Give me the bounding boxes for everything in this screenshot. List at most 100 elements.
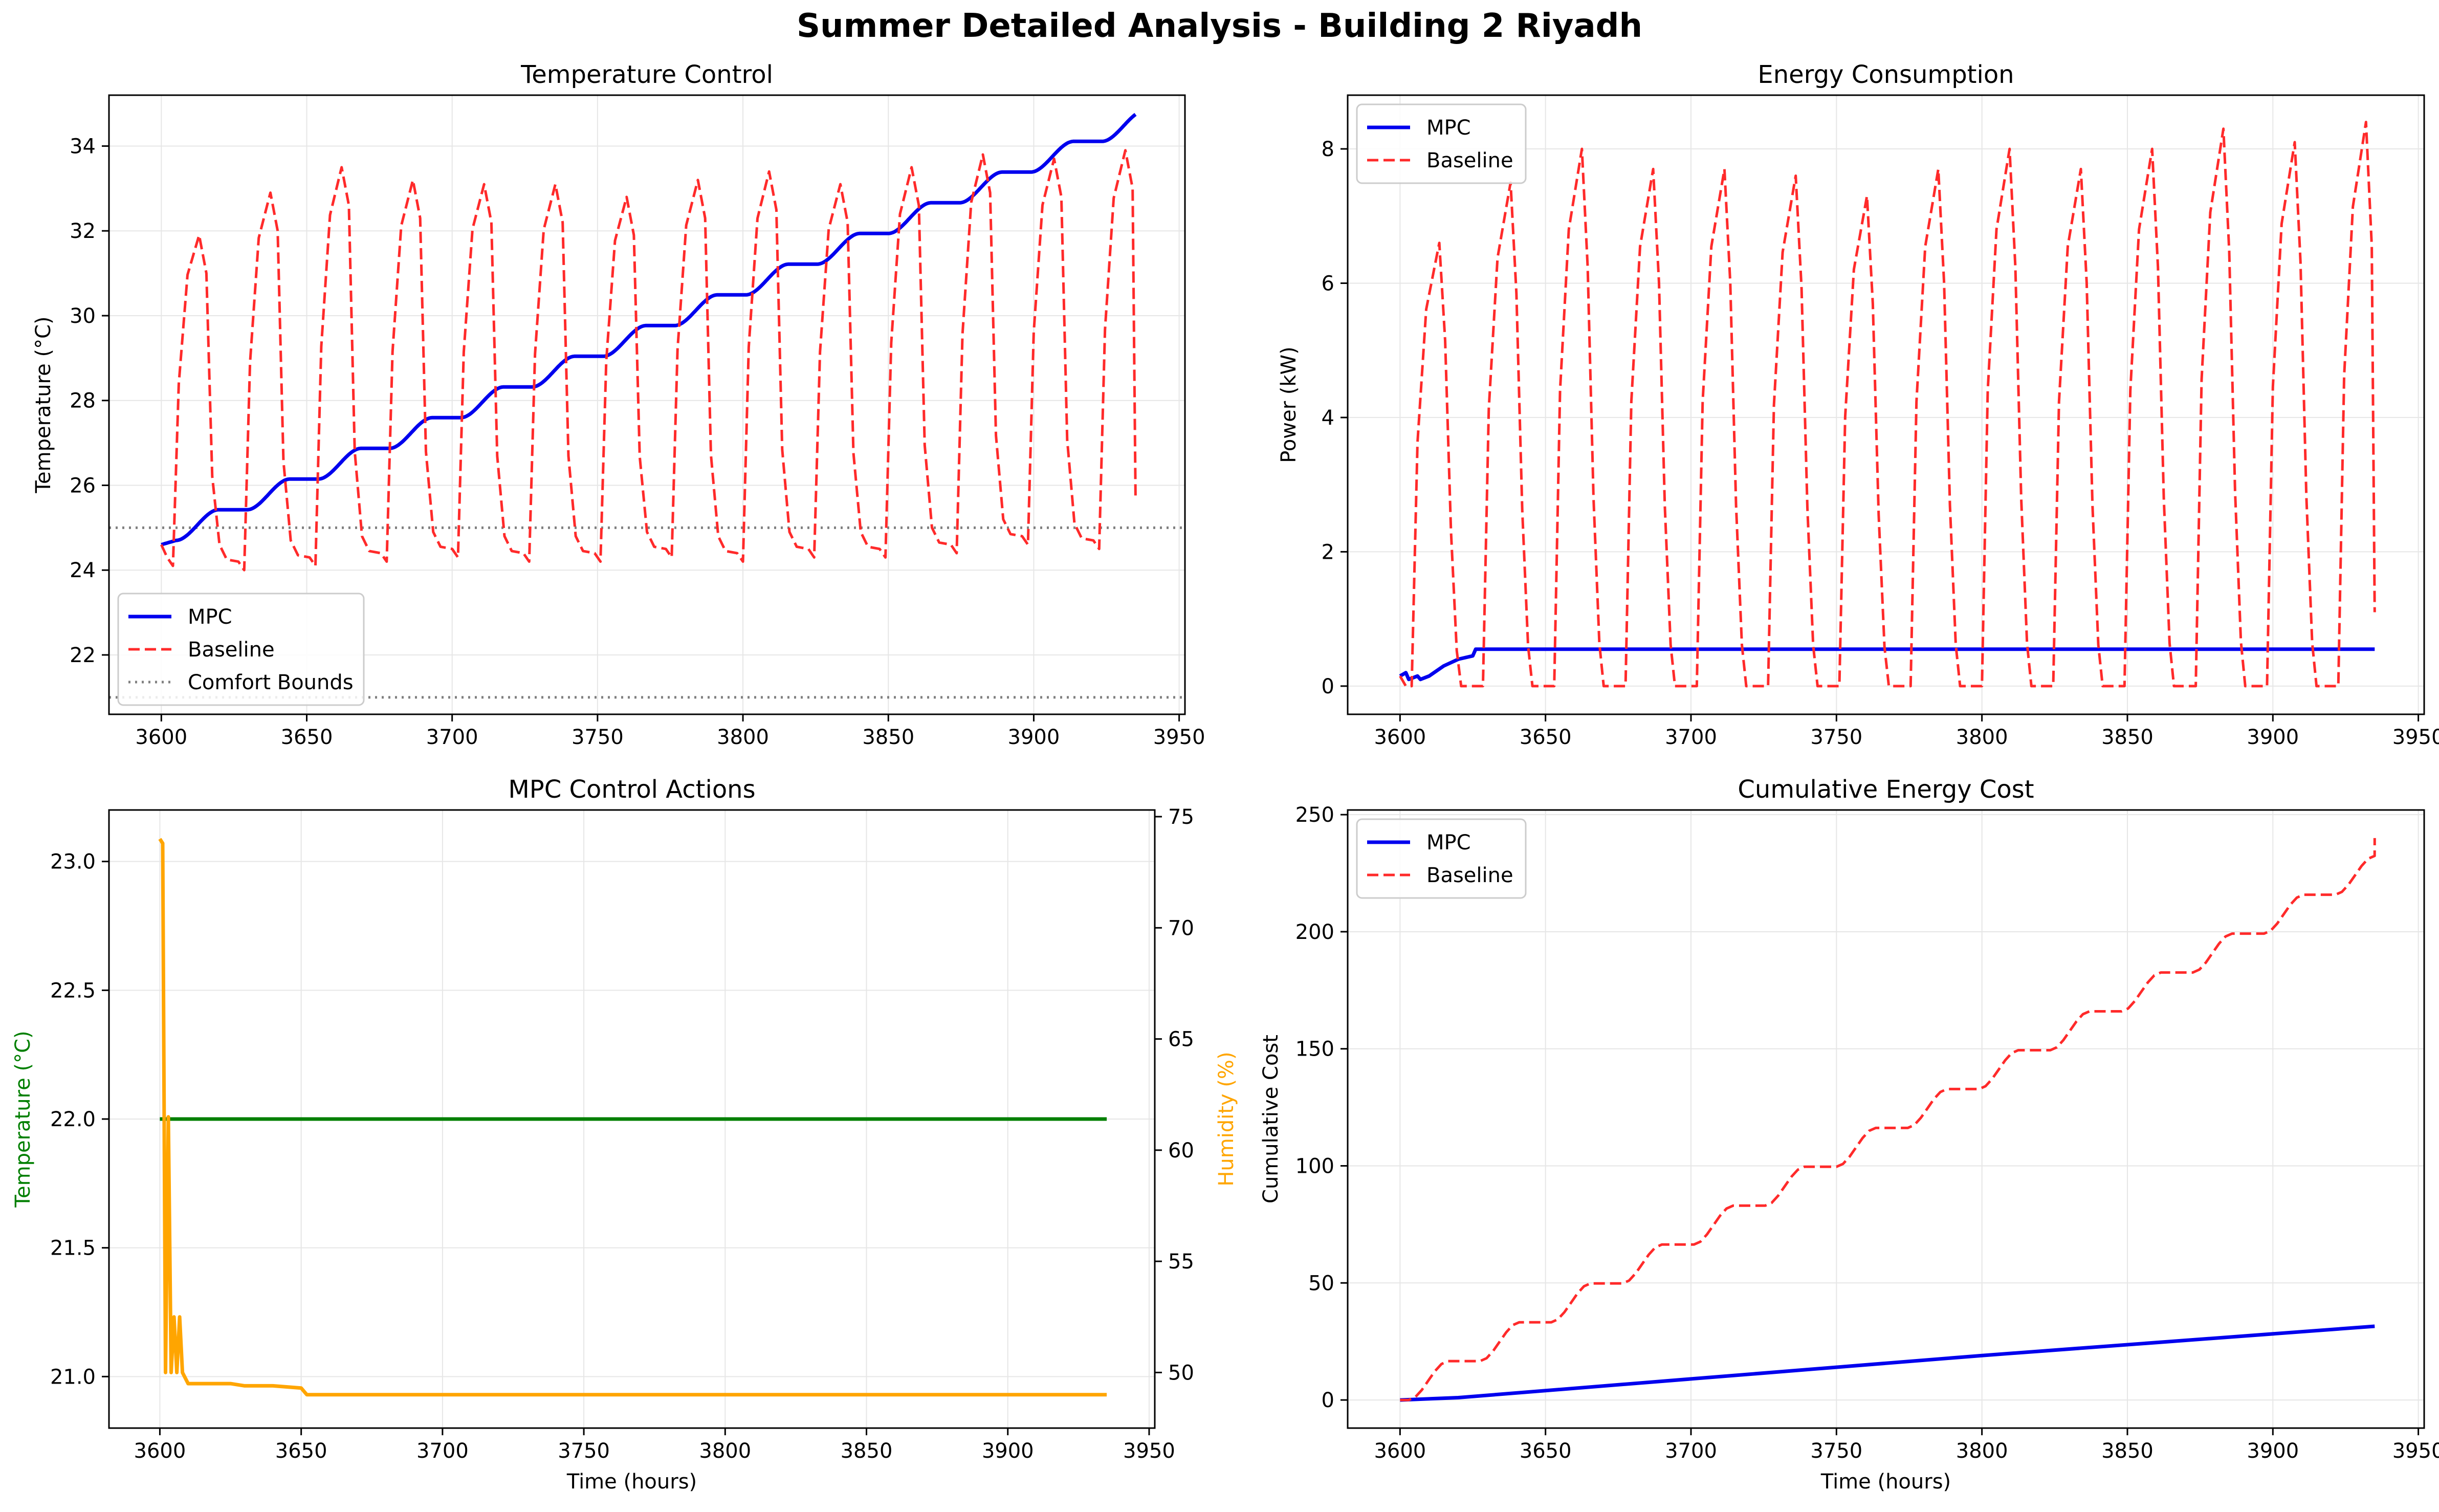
x-tick-label: 3900 [2247, 726, 2299, 749]
x-tick-label: 3600 [134, 1439, 186, 1463]
axes-frame [1347, 94, 2425, 715]
y-tick-label: 21.0 [50, 1365, 96, 1389]
x-tick-label: 3950 [2392, 726, 2439, 749]
x-tick-label: 3850 [2101, 1439, 2154, 1463]
y-right-tick-label: 65 [1168, 1028, 1194, 1051]
chart-temp: 3600 3650 3700 3750 3800 3850 3900 3950 22 24 26 28… [32, 60, 1205, 749]
axes-frame [1347, 809, 2425, 1429]
y-tick-label: 28 [70, 389, 96, 413]
legend-label: Baseline [188, 638, 275, 662]
chart-title: Energy Consumption [1757, 60, 2014, 89]
y-tick-label: 0 [1322, 1389, 1334, 1412]
x-tick-label: 3800 [1956, 1439, 2008, 1463]
x-tick-label: 3650 [281, 726, 333, 749]
series-baseline [1400, 838, 2376, 1401]
y-right-tick-label: 60 [1168, 1139, 1194, 1163]
chart-title: Cumulative Energy Cost [1738, 775, 2034, 804]
series-baseline [160, 149, 1137, 572]
y-right-tick-label: 70 [1168, 916, 1194, 940]
y-tick-label: 50 [1308, 1272, 1334, 1295]
x-tick-label: 3600 [135, 726, 187, 749]
legend-label: MPC [188, 605, 232, 629]
x-tick-label: 3700 [1665, 1439, 1717, 1463]
x-tick-label: 3800 [699, 1439, 751, 1463]
y-tick-label: 100 [1295, 1155, 1334, 1178]
y-tick-label: 4 [1322, 406, 1334, 430]
x-axis-label: Time (hours) [566, 1470, 697, 1494]
x-tick-label: 3950 [2392, 1439, 2439, 1463]
series-baseline [1399, 121, 2376, 688]
figure-title: Summer Detailed Analysis - Building 2 Ri… [796, 7, 1643, 45]
x-tick-label: 3750 [572, 726, 624, 749]
y-tick-label: 6 [1322, 272, 1334, 295]
y-axis-label: Cumulative Cost [1259, 1035, 1283, 1203]
series-mpc [161, 113, 1137, 546]
x-tick-label: 3650 [1520, 726, 1572, 749]
legend-label: Baseline [1426, 864, 1513, 887]
x-tick-label: 3650 [275, 1439, 327, 1463]
y-axis-label: Power (kW) [1277, 346, 1301, 463]
y-tick-label: 21.5 [50, 1237, 96, 1260]
legend-box [1356, 103, 1527, 184]
x-tick-label: 3700 [1665, 726, 1717, 749]
x-tick-label: 3600 [1374, 726, 1426, 749]
y-right-tick-label: 50 [1168, 1361, 1194, 1385]
x-tick-label: 3950 [1123, 1439, 1175, 1463]
y-tick-label: 34 [70, 135, 96, 158]
chart-control: 3600 3650 3700 3750 3800 3850 3900 3950 21.0 21.5… [11, 775, 1238, 1494]
y-axis-label: Temperature (°C) [32, 316, 55, 493]
y-tick-label: 30 [70, 304, 96, 328]
legend-box [1356, 818, 1527, 899]
chart-title: Temperature Control [520, 60, 773, 89]
y-tick-label: 23.0 [50, 850, 96, 874]
x-tick-label: 3650 [1520, 1439, 1572, 1463]
x-tick-label: 3900 [1008, 726, 1060, 749]
y-tick-label: 22.5 [50, 979, 96, 1002]
y-tick-label: 0 [1322, 675, 1334, 698]
chart-energy: 3600 3650 3700 3750 3800 3850 3900 3950 0 2 4 6 8 Ene… [1277, 60, 2439, 749]
series-mpc [1400, 1324, 2375, 1402]
y-tick-label: 200 [1295, 921, 1334, 944]
y-tick-label: 24 [70, 559, 96, 582]
y-tick-label: 8 [1322, 138, 1334, 161]
legend: MPC Baseline Comfort Bounds [117, 593, 365, 706]
x-tick-label: 3750 [558, 1439, 610, 1463]
x-tick-label: 3850 [862, 726, 914, 749]
x-tick-label: 3900 [2247, 1439, 2299, 1463]
x-axis-label: Time (hours) [1820, 1470, 1951, 1494]
legend: MPC Baseline [1356, 818, 1527, 899]
y-tick-label: 22.0 [50, 1108, 96, 1131]
series-mpc [1399, 647, 2375, 682]
legend: MPC Baseline [1356, 103, 1527, 184]
y-axis-label: Temperature (°C) [11, 1031, 35, 1208]
y-right-axis-label: Humidity (%) [1215, 1051, 1238, 1186]
legend-label: MPC [1426, 831, 1471, 854]
legend-label: MPC [1426, 116, 1471, 140]
x-tick-label: 3800 [717, 726, 769, 749]
x-tick-label: 3600 [1374, 1439, 1426, 1463]
y-tick-label: 32 [70, 220, 96, 243]
legend-label: Baseline [1426, 149, 1513, 172]
x-tick-label: 3700 [416, 1439, 469, 1463]
x-tick-label: 3850 [841, 1439, 893, 1463]
chart-title: MPC Control Actions [508, 775, 755, 804]
x-tick-label: 3750 [1810, 1439, 1862, 1463]
y-tick-label: 22 [70, 644, 96, 667]
x-tick-label: 3850 [2101, 726, 2154, 749]
legend-box [117, 593, 365, 706]
x-tick-label: 3950 [1153, 726, 1205, 749]
x-tick-label: 3800 [1956, 726, 2008, 749]
chart-cost: 3600 3650 3700 3750 3800 3850 3900 3950 0 50 100 15… [1259, 775, 2439, 1494]
y-right-tick-label: 75 [1168, 805, 1194, 829]
series-humidity-setpoint [158, 838, 1107, 1397]
y-tick-label: 150 [1295, 1038, 1334, 1061]
y-tick-label: 26 [70, 474, 96, 497]
legend-label: Comfort Bounds [188, 671, 354, 694]
y-tick-label: 2 [1322, 540, 1334, 564]
x-tick-label: 3750 [1810, 726, 1862, 749]
y-tick-label: 250 [1295, 803, 1334, 827]
axes-frame [108, 94, 1186, 715]
x-tick-label: 3900 [982, 1439, 1034, 1463]
y-right-tick-label: 55 [1168, 1250, 1194, 1274]
